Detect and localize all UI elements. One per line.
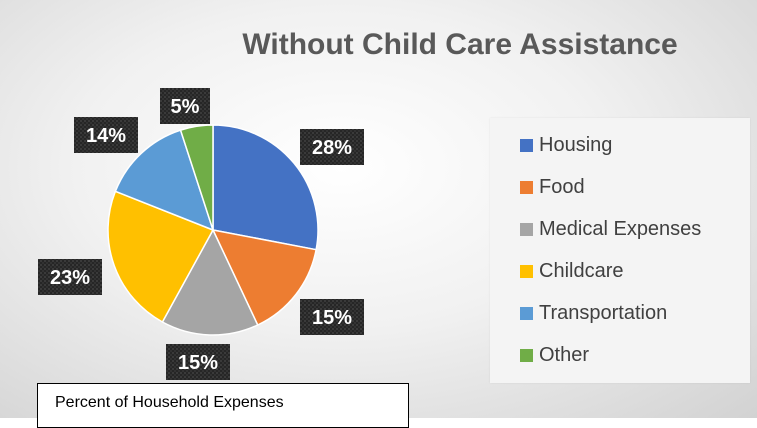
pie-slice-food: [211, 228, 318, 327]
note-box: Percent of Household Expenses: [37, 383, 409, 428]
data-label-text: 15%: [178, 352, 218, 374]
legend-label: Transportation: [539, 301, 668, 324]
data-label-other: 5%: [160, 88, 210, 124]
note-text: Percent of Household Expenses: [55, 394, 284, 411]
data-label-text: 14%: [86, 125, 126, 147]
legend-swatch: [520, 348, 533, 362]
data-label-text: 28%: [312, 137, 352, 159]
legend-swatch: [520, 222, 533, 236]
legend-item-food: Food: [520, 175, 585, 199]
legend-swatch: [520, 306, 533, 320]
data-label-housing: 28%: [300, 129, 364, 165]
legend-swatch: [520, 264, 533, 278]
data-label-text: 15%: [312, 307, 352, 329]
data-label-text: 23%: [50, 267, 90, 289]
pie-chart: 28% 15% 15% 23% 14% 5%: [38, 88, 364, 380]
data-label-box: [300, 129, 364, 165]
legend-swatch: [520, 138, 533, 152]
data-label-transportation: 14%: [74, 117, 138, 153]
legend-item-other: Other: [520, 343, 589, 367]
legend-item-childcare: Childcare: [520, 259, 623, 283]
pie-slice-other: [179, 124, 214, 231]
data-label-box: [166, 344, 230, 380]
legend-item-medical-expenses: Medical Expenses: [520, 217, 701, 241]
pie-slice-childcare: [107, 190, 215, 324]
data-label-box: [38, 259, 102, 295]
legend-label: Medical Expenses: [539, 217, 702, 240]
data-label-box: [160, 88, 210, 124]
pie-slice-medical-expenses: [161, 228, 259, 336]
legend-item-housing: Housing: [520, 133, 612, 157]
data-label-text: 5%: [171, 96, 200, 118]
legend-label: Food: [539, 175, 585, 198]
data-label-box: [74, 117, 138, 153]
data-label-box: [300, 299, 364, 335]
data-label-childcare: 23%: [38, 259, 102, 295]
pie-slice-housing: [212, 124, 319, 251]
legend-label: Housing: [539, 133, 613, 156]
data-label-medical-expenses: 15%: [166, 344, 230, 380]
chart-title: Without Child Care Assistance: [242, 28, 678, 61]
legend: Housing Food Medical Expenses Childcare Tran…: [490, 118, 750, 383]
legend-label: Other: [539, 343, 590, 366]
legend-item-transportation: Transportation: [520, 301, 667, 325]
legend-swatch: [520, 180, 533, 194]
data-label-food: 15%: [300, 299, 364, 335]
legend-label: Childcare: [539, 259, 624, 282]
